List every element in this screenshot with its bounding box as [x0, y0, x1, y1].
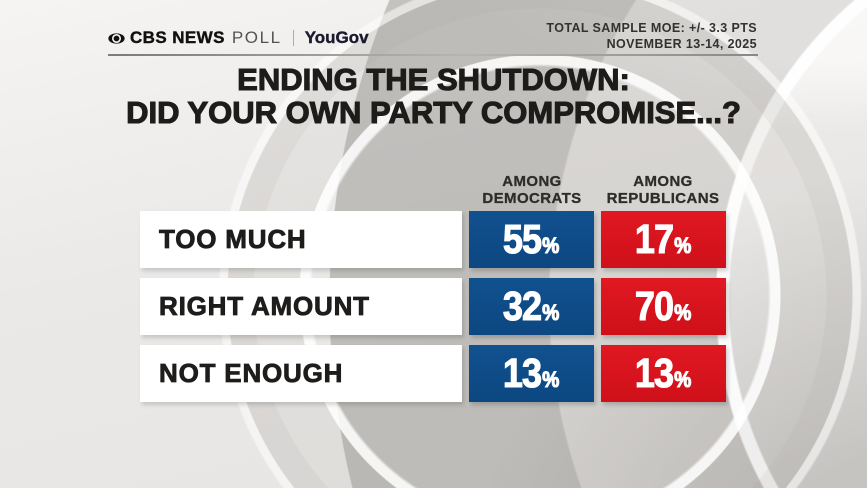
- cbs-eye-icon: [108, 32, 125, 44]
- percent-sign: %: [674, 367, 692, 392]
- cell-republicans-right-amount: 70%: [601, 278, 726, 335]
- title-line-1: ENDING THE SHUTDOWN:: [237, 62, 631, 97]
- percent-sign: %: [542, 233, 560, 258]
- percent-sign: %: [674, 300, 692, 325]
- brand-bar: CBS NEWS POLL YouGov: [108, 27, 369, 49]
- value-number: 55: [503, 216, 543, 262]
- title-line-2: DID YOUR OWN PARTY COMPROMISE...?: [126, 95, 742, 130]
- cell-democrats-right-amount: 32%: [469, 278, 594, 335]
- value-number: 17: [635, 216, 675, 262]
- value-rep-too-much: 17%: [635, 216, 692, 262]
- row-label-right-amount: RIGHT AMOUNT: [140, 278, 462, 335]
- sample-info: TOTAL SAMPLE MOE: +/- 3.3 PTS NOVEMBER 1…: [546, 20, 757, 53]
- value-number: 70: [635, 283, 675, 329]
- row-label-too-much: TOO MUCH: [140, 211, 462, 268]
- value-rep-right-amount: 70%: [635, 283, 692, 329]
- cell-republicans-not-enough: 13%: [601, 345, 726, 402]
- col-dem-line1: AMONG: [502, 173, 562, 190]
- page-title: ENDING THE SHUTDOWN: DID YOUR OWN PARTY …: [0, 62, 867, 130]
- cbs-news-wordmark: CBS NEWS: [130, 28, 225, 47]
- value-number: 32: [503, 283, 543, 329]
- cell-democrats-too-much: 55%: [469, 211, 594, 268]
- brand-divider: [292, 30, 294, 46]
- value-number: 13: [635, 350, 675, 396]
- header-rule: [108, 54, 758, 56]
- cell-democrats-not-enough: 13%: [469, 345, 594, 402]
- sample-dates: NOVEMBER 13-14, 2025: [606, 37, 757, 52]
- value-dem-not-enough: 13%: [503, 350, 560, 396]
- percent-sign: %: [542, 367, 560, 392]
- value-dem-too-much: 55%: [503, 216, 560, 262]
- col-dem-line2: DEMOCRATS: [482, 189, 582, 207]
- row-label-not-enough: NOT ENOUGH: [140, 345, 462, 402]
- percent-sign: %: [542, 300, 560, 325]
- col-rep-line2: REPUBLICANS: [606, 189, 720, 207]
- percent-sign: %: [674, 233, 692, 258]
- sample-moe: TOTAL SAMPLE MOE: +/- 3.3 PTS: [546, 21, 757, 35]
- column-header-democrats: AMONG DEMOCRATS: [457, 173, 607, 207]
- yougov-wordmark: YouGov: [304, 28, 369, 47]
- column-header-republicans: AMONG REPUBLICANS: [588, 173, 738, 207]
- poll-label: POLL: [231, 28, 282, 47]
- value-number: 13: [503, 350, 543, 396]
- cell-republicans-too-much: 17%: [601, 211, 726, 268]
- value-rep-not-enough: 13%: [635, 350, 692, 396]
- value-dem-right-amount: 32%: [503, 283, 560, 329]
- col-rep-line1: AMONG: [633, 173, 693, 190]
